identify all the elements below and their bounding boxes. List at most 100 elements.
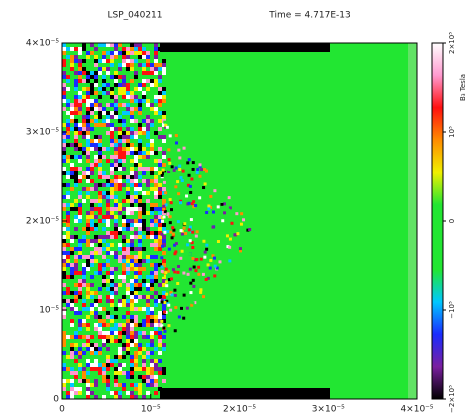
field-cell xyxy=(205,247,209,251)
field-cell xyxy=(118,303,122,307)
field-cell xyxy=(98,175,102,179)
field-cell xyxy=(130,115,134,119)
field-cell xyxy=(62,275,66,279)
field-cell xyxy=(126,203,130,207)
field-cell xyxy=(138,203,142,207)
y-tick-label: 4×10⁻⁵ xyxy=(26,39,59,49)
field-cell xyxy=(122,55,126,59)
field-cell xyxy=(168,161,172,165)
field-cell xyxy=(110,339,114,343)
field-cell xyxy=(222,202,226,206)
field-cell xyxy=(134,219,138,223)
field-cell xyxy=(118,175,122,179)
field-cell xyxy=(138,271,142,275)
field-cell xyxy=(86,211,90,215)
field-cell xyxy=(90,99,94,103)
field-cell xyxy=(78,327,82,331)
field-cell xyxy=(163,301,167,305)
field-cell xyxy=(130,71,134,75)
field-cell xyxy=(154,63,158,67)
field-cell xyxy=(199,288,203,292)
field-cell xyxy=(248,228,252,232)
field-cell xyxy=(114,163,118,167)
field-cell xyxy=(82,187,86,191)
field-cell xyxy=(86,187,90,191)
field-cell xyxy=(70,267,74,271)
field-cell xyxy=(126,63,130,67)
field-cell xyxy=(106,83,110,87)
field-cell xyxy=(134,315,138,319)
field-cell xyxy=(150,367,154,371)
field-cell xyxy=(66,395,70,399)
field-cell xyxy=(166,269,170,273)
field-cell xyxy=(130,87,134,91)
field-cell xyxy=(126,263,130,267)
field-cell xyxy=(154,383,158,387)
field-cell xyxy=(114,311,118,315)
field-cell xyxy=(154,327,158,331)
field-cell xyxy=(138,151,142,155)
field-cell xyxy=(70,379,74,383)
field-cell xyxy=(225,234,229,238)
field-cell xyxy=(74,211,78,215)
field-cell xyxy=(66,351,70,355)
field-cell xyxy=(154,131,158,135)
field-cell xyxy=(94,63,98,67)
field-cell xyxy=(122,267,126,271)
field-cell xyxy=(126,107,130,111)
field-cell xyxy=(142,131,146,135)
field-cell xyxy=(138,235,142,239)
field-cell xyxy=(70,343,74,347)
field-cell xyxy=(122,159,126,163)
field-cell xyxy=(174,130,178,134)
field-cell xyxy=(191,256,195,260)
field-cell xyxy=(74,175,78,179)
field-cell xyxy=(130,203,134,207)
field-cell xyxy=(94,379,98,383)
field-cell xyxy=(110,167,114,171)
field-cell xyxy=(74,103,78,107)
field-cell xyxy=(110,299,114,303)
field-cell xyxy=(86,155,90,159)
field-cell xyxy=(78,243,82,247)
field-cell xyxy=(162,235,166,239)
field-cell xyxy=(154,55,158,59)
field-cell xyxy=(163,172,167,176)
field-cell xyxy=(86,71,90,75)
field-cell xyxy=(126,55,130,59)
field-cell xyxy=(122,259,126,263)
field-cell xyxy=(126,299,130,303)
field-cell xyxy=(134,207,138,211)
field-cell xyxy=(142,359,146,363)
field-cell xyxy=(62,363,66,367)
field-cell xyxy=(66,219,70,223)
field-cell xyxy=(130,327,134,331)
field-cell xyxy=(114,107,118,111)
field-cell xyxy=(221,219,225,223)
field-cell xyxy=(78,151,82,155)
field-cell xyxy=(178,156,182,160)
field-cell xyxy=(78,91,82,95)
field-cell xyxy=(114,127,118,131)
field-cell xyxy=(98,111,102,115)
field-cell xyxy=(174,166,178,170)
field-cell xyxy=(102,123,106,127)
field-cell xyxy=(70,351,74,355)
field-cell xyxy=(158,223,162,227)
field-cell xyxy=(118,163,122,167)
field-cell xyxy=(62,267,66,271)
field-cell xyxy=(146,287,150,291)
field-cell xyxy=(98,307,102,311)
field-cell xyxy=(146,367,150,371)
field-cell xyxy=(118,275,122,279)
field-cell xyxy=(177,192,181,196)
field-cell xyxy=(98,331,102,335)
field-cell xyxy=(102,131,106,135)
field-cell xyxy=(70,347,74,351)
field-cell xyxy=(195,258,199,262)
field-cell xyxy=(126,207,130,211)
field-cell xyxy=(142,191,146,195)
field-cell xyxy=(74,171,78,175)
field-cell xyxy=(170,293,174,297)
field-cell xyxy=(118,83,122,87)
